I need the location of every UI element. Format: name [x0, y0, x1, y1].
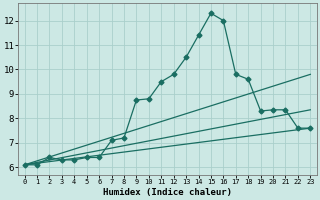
X-axis label: Humidex (Indice chaleur): Humidex (Indice chaleur) [103, 188, 232, 197]
